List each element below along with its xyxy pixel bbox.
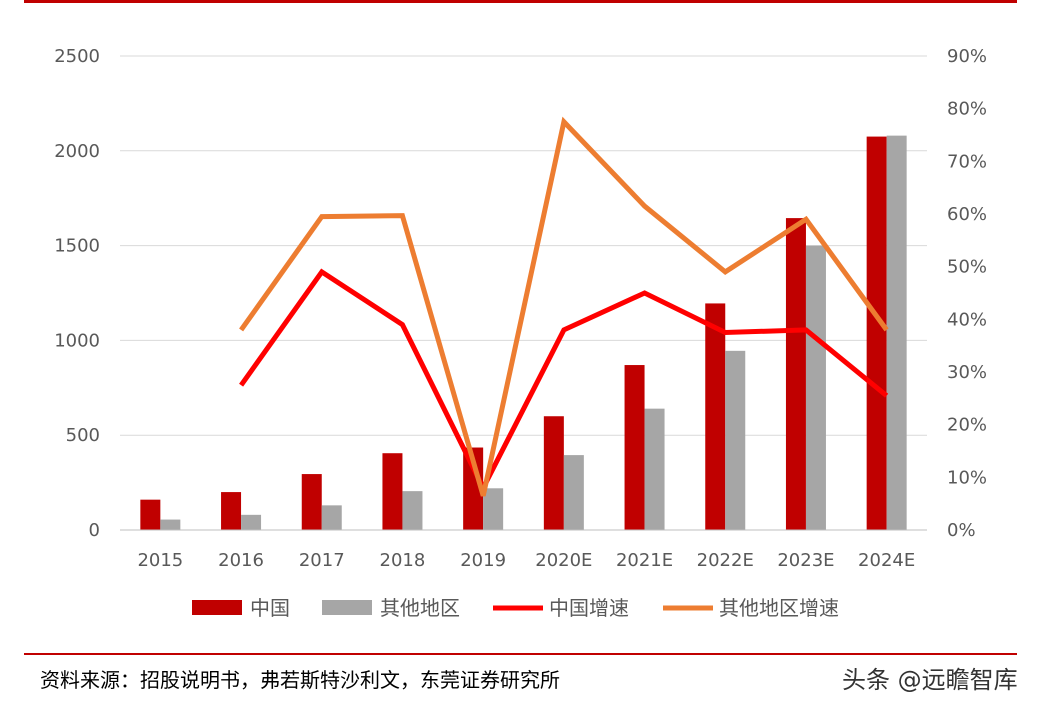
left-tick-label: 0 — [89, 520, 100, 541]
right-tick-label: 80% — [947, 99, 987, 120]
right-tick-label: 90% — [947, 46, 987, 67]
bar-other-regions — [886, 135, 907, 530]
bar-china — [866, 136, 887, 530]
x-axis: 2015 2016 2017 2018 2019 2020E 2021E 2022E 2023E… — [120, 529, 927, 571]
legend-label: 其他地区 — [380, 596, 460, 620]
growth-lines — [239, 116, 889, 497]
bar-china — [705, 303, 726, 530]
x-tick-label: 2019 — [460, 550, 506, 571]
left-tick-label: 2000 — [54, 141, 100, 162]
x-tick-label: 2021E — [616, 550, 673, 571]
x-tick-label: 2020E — [535, 550, 592, 571]
bar-other-regions — [483, 488, 504, 530]
x-tick-label: 2015 — [137, 550, 183, 571]
bar-other-regions — [644, 408, 665, 530]
x-tick-label: 2022E — [697, 550, 754, 571]
source-note: 资料来源：招股说明书，弗若斯特沙利文，东莞证券研究所 — [40, 668, 560, 692]
bar-china — [140, 499, 161, 530]
legend-label: 其他地区增速 — [719, 596, 839, 620]
legend: 中国 其他地区 中国增速 其他地区增速 — [192, 596, 839, 620]
legend-swatch — [192, 600, 242, 615]
right-tick-label: 60% — [947, 204, 987, 225]
legend-label: 中国增速 — [549, 596, 629, 620]
bar-other-regions — [725, 350, 746, 530]
top-rule — [24, 0, 1017, 3]
bar-other-regions — [160, 519, 181, 530]
bar-china — [543, 416, 564, 530]
legend-label: 中国 — [250, 596, 290, 620]
left-tick-label: 1000 — [54, 330, 100, 351]
right-tick-label: 0% — [947, 520, 976, 541]
bar-other-regions — [241, 514, 262, 530]
right-tick-label: 40% — [947, 309, 987, 330]
line-china-growth — [239, 268, 889, 494]
bar-other-regions — [402, 491, 423, 530]
bar-china — [221, 492, 242, 530]
x-tick-label: 2018 — [380, 550, 426, 571]
bars — [140, 135, 907, 530]
x-tick-label: 2017 — [299, 550, 345, 571]
x-tick-label: 2023E — [777, 550, 834, 571]
bottom-rule — [24, 653, 1017, 655]
bar-line-chart: 0 500 1000 1500 2000 2500 0% 10% 20% 30% 40% 50% 60… — [54, 46, 987, 620]
x-tick-label: 2016 — [218, 550, 264, 571]
bar-other-regions — [321, 505, 342, 530]
right-tick-label: 70% — [947, 151, 987, 172]
bar-china — [785, 218, 806, 530]
right-tick-label: 10% — [947, 467, 987, 488]
watermark: 头条 @远瞻智库 — [842, 666, 1018, 694]
bar-other-regions — [805, 245, 826, 530]
bar-other-regions — [563, 455, 584, 530]
right-tick-label: 50% — [947, 257, 987, 278]
left-tick-label: 2500 — [54, 46, 100, 67]
bar-china — [463, 447, 484, 530]
legend-swatch — [322, 600, 372, 615]
right-tick-label: 20% — [947, 415, 987, 436]
left-tick-label: 500 — [66, 425, 100, 446]
right-tick-label: 30% — [947, 362, 987, 383]
right-axis: 0% 10% 20% 30% 40% 50% 60% 70% 80% 90% — [947, 46, 987, 541]
bar-china — [624, 365, 645, 530]
left-axis: 0 500 1000 1500 2000 2500 — [54, 46, 100, 541]
left-tick-label: 1500 — [54, 236, 100, 257]
x-tick-label: 2024E — [858, 550, 915, 571]
bar-china — [382, 453, 403, 530]
line-other-regions-growth — [239, 116, 889, 497]
bar-china — [301, 474, 322, 530]
